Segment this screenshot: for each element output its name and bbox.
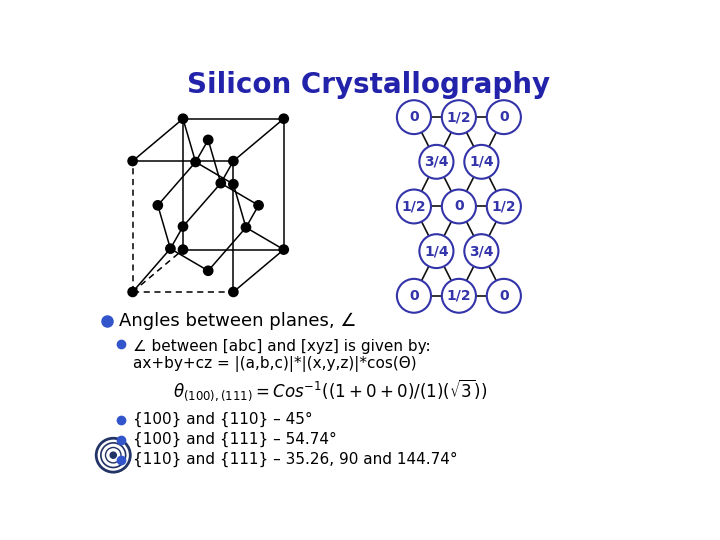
Circle shape xyxy=(110,452,117,458)
Circle shape xyxy=(442,100,476,134)
Circle shape xyxy=(487,100,521,134)
Circle shape xyxy=(442,190,476,224)
Circle shape xyxy=(204,135,213,145)
Text: 0: 0 xyxy=(409,110,419,124)
Text: 0: 0 xyxy=(499,289,508,303)
Circle shape xyxy=(229,179,238,189)
Circle shape xyxy=(397,279,431,313)
Circle shape xyxy=(397,190,431,224)
Circle shape xyxy=(487,279,521,313)
Text: Angles between planes, ∠: Angles between planes, ∠ xyxy=(120,312,357,330)
Text: 1/2: 1/2 xyxy=(492,199,516,213)
Circle shape xyxy=(179,245,188,254)
Circle shape xyxy=(464,234,498,268)
Text: 0: 0 xyxy=(409,289,419,303)
Circle shape xyxy=(254,201,264,210)
Text: ∠ between [abc] and [xyz] is given by:
ax+by+cz = |(a,b,c)|*|(x,y,z)|*cos(Θ): ∠ between [abc] and [xyz] is given by: a… xyxy=(133,339,431,372)
Circle shape xyxy=(464,145,498,179)
Text: 0: 0 xyxy=(454,199,464,213)
Text: 1/2: 1/2 xyxy=(446,110,471,124)
Circle shape xyxy=(166,244,175,253)
Text: 1/4: 1/4 xyxy=(469,155,494,169)
Text: 3/4: 3/4 xyxy=(424,155,449,169)
Circle shape xyxy=(241,223,251,232)
Circle shape xyxy=(397,100,431,134)
Text: {100} and {110} – 45°: {100} and {110} – 45° xyxy=(133,412,313,427)
Circle shape xyxy=(279,114,289,123)
Circle shape xyxy=(153,201,163,210)
Circle shape xyxy=(179,222,188,231)
Text: {100} and {111} – 54.74°: {100} and {111} – 54.74° xyxy=(133,432,337,448)
Text: 1/4: 1/4 xyxy=(424,244,449,258)
Circle shape xyxy=(204,266,213,275)
Circle shape xyxy=(216,179,225,188)
Circle shape xyxy=(128,287,138,296)
Circle shape xyxy=(191,157,200,167)
Circle shape xyxy=(419,145,454,179)
Circle shape xyxy=(419,234,454,268)
Text: 0: 0 xyxy=(499,110,508,124)
Text: {110} and {111} – 35.26, 90 and 144.74°: {110} and {111} – 35.26, 90 and 144.74° xyxy=(133,452,458,468)
Text: Silicon Crystallography: Silicon Crystallography xyxy=(187,71,551,99)
Circle shape xyxy=(179,114,188,123)
Circle shape xyxy=(487,190,521,224)
Circle shape xyxy=(128,157,138,166)
Text: $\theta_{(100),(111)} = Cos^{-1}((1+0+0)/(1)(\sqrt{3}))$: $\theta_{(100),(111)} = Cos^{-1}((1+0+0)… xyxy=(174,377,487,403)
Circle shape xyxy=(229,287,238,296)
Text: 3/4: 3/4 xyxy=(469,244,494,258)
Text: 1/2: 1/2 xyxy=(402,199,426,213)
Text: 1/2: 1/2 xyxy=(446,289,471,303)
Circle shape xyxy=(279,245,289,254)
Circle shape xyxy=(229,157,238,166)
Circle shape xyxy=(442,279,476,313)
